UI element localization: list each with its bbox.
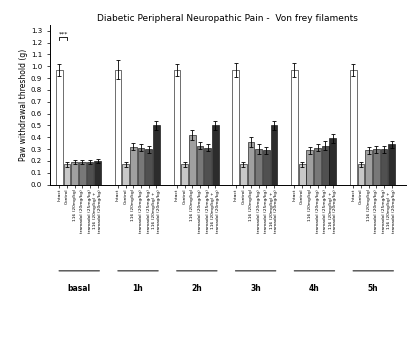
Bar [122,164,129,185]
Bar [380,149,387,185]
Bar [306,150,313,185]
Bar [290,70,297,185]
Bar [196,146,203,185]
Bar [372,149,379,185]
Text: 1h: 1h [132,284,143,293]
Bar [79,162,85,185]
Bar [94,161,101,185]
Bar [255,149,261,185]
Text: ***: *** [58,32,68,37]
Bar [130,147,136,185]
Bar [364,150,371,185]
Bar [262,150,269,185]
Bar [86,162,93,185]
Bar [298,164,305,185]
Bar [56,70,62,185]
Bar [211,125,218,185]
Text: 5h: 5h [367,284,377,293]
Bar [204,148,211,185]
Bar [240,164,246,185]
Bar [313,148,320,185]
Bar [270,125,277,185]
Bar [329,138,335,185]
Bar [181,164,188,185]
Text: 4h: 4h [309,284,319,293]
Bar [357,164,363,185]
Y-axis label: Paw withdrawal threshold (g): Paw withdrawal threshold (g) [19,49,28,161]
Bar [173,70,180,185]
Bar [145,149,152,185]
Title: Diabetic Peripheral Neuropathic Pain -  Von frey filaments: Diabetic Peripheral Neuropathic Pain - V… [97,14,357,23]
Text: basal: basal [67,284,90,293]
Bar [153,125,159,185]
Bar [247,142,254,185]
Bar [232,70,238,185]
Bar [138,148,144,185]
Bar [321,146,328,185]
Bar [387,144,394,185]
Text: 3h: 3h [249,284,260,293]
Text: 2h: 2h [191,284,202,293]
Bar [64,164,70,185]
Bar [349,70,356,185]
Bar [188,135,195,185]
Bar [114,70,121,185]
Bar [71,162,78,185]
